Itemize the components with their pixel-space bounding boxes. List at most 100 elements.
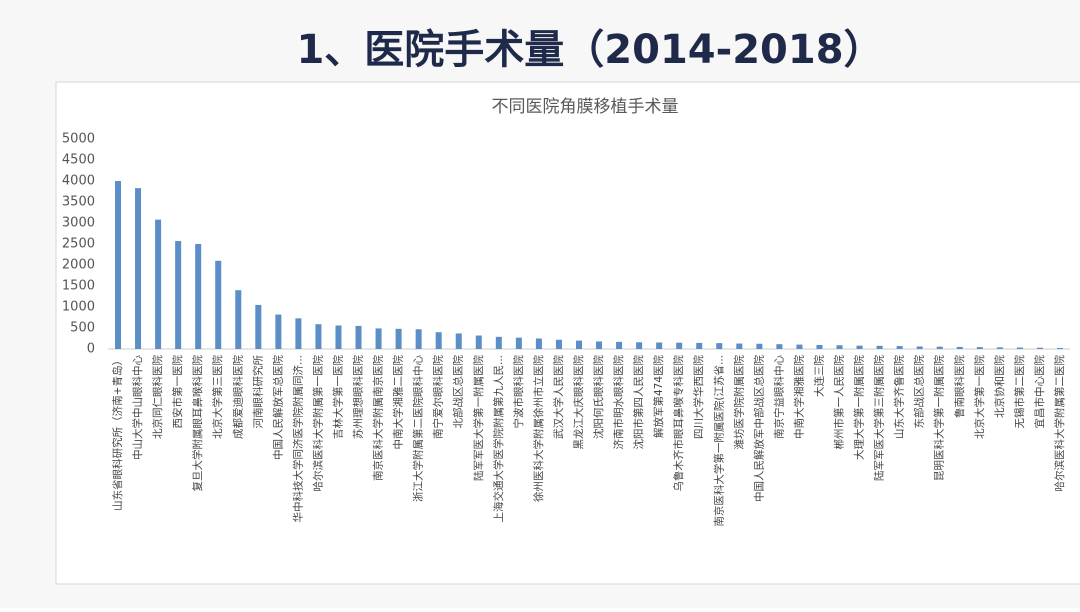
x-tick-label: 山东省眼科研究所（济南+青岛） [111, 355, 124, 511]
bar [315, 324, 322, 349]
bar [135, 188, 142, 349]
x-tick-label: 华中科技大学同济医学院附属同济... [291, 355, 304, 523]
y-tick-label: 1000 [62, 300, 95, 315]
bar [1056, 347, 1063, 349]
bar [475, 335, 482, 349]
x-tick-label: 北京协和医院 [993, 355, 1006, 418]
y-tick-label: 1500 [62, 279, 95, 294]
bar [495, 336, 502, 349]
bar [876, 345, 883, 349]
x-tick-label: 东部战区总医院 [913, 355, 926, 429]
bar [1036, 347, 1043, 349]
chart-frame [55, 81, 1080, 585]
x-tick-label: 无锡市第二医院 [1013, 355, 1026, 429]
x-tick-label: 中国人民解放军中部战区总医院 [752, 355, 765, 502]
x-tick-label: 沈阳市第四人民医院 [632, 355, 645, 450]
x-tick-label: 大连三院 [812, 355, 825, 397]
bar [255, 304, 262, 349]
x-tick-label: 西安市第一医院 [171, 355, 184, 429]
bar [736, 343, 743, 349]
bar [976, 347, 983, 349]
x-tick-label: 复旦大学附属眼耳鼻喉科医院 [191, 355, 204, 492]
y-tick-label: 4000 [62, 174, 95, 189]
bar [535, 338, 542, 349]
bar [175, 241, 182, 349]
x-tick-label: 哈尔滨医科大学附属第一医院 [311, 355, 324, 492]
bar [836, 345, 843, 349]
y-tick-label: 500 [70, 321, 95, 336]
bar [115, 181, 122, 349]
bar [155, 219, 162, 349]
x-tick-label: 郴州市第一人民医院 [833, 355, 846, 450]
x-tick-label: 河南眼科研究所 [251, 355, 264, 429]
x-tick-label: 大理大学第一附属医院 [853, 355, 866, 460]
x-tick-label: 吉林大学第一医院 [331, 355, 344, 439]
bar [796, 344, 803, 349]
x-tick-label: 武汉大学人民医院 [552, 355, 565, 439]
x-tick-label: 沈阳何氏眼科医院 [592, 355, 605, 439]
y-tick-label: 2000 [62, 258, 95, 273]
bar [355, 325, 362, 349]
bar [215, 260, 222, 349]
bar [596, 341, 603, 349]
bar [575, 340, 582, 349]
bar [956, 346, 963, 349]
x-tick-label: 潍坊医学院附属医院 [732, 355, 745, 450]
bar [696, 342, 703, 349]
bar [195, 244, 202, 349]
x-tick-label: 陆军军医大学第一附属医院 [472, 355, 485, 481]
bar [1016, 347, 1023, 349]
bar [515, 337, 522, 349]
x-tick-label: 黑龙江大庆眼科医院 [572, 355, 585, 450]
bar [435, 332, 442, 349]
bar [235, 290, 242, 349]
bar [896, 346, 903, 349]
x-tick-label: 北京大学第三医院 [211, 355, 224, 439]
x-tick-label: 南宁爱尔眼科医院 [432, 355, 445, 439]
x-tick-label: 中国人民解放军总医院 [271, 355, 284, 460]
x-tick-label: 浙江大学附属第二医院眼科中心 [412, 355, 425, 502]
x-tick-label: 乌鲁木齐市眼耳鼻喉专科医院 [672, 355, 685, 492]
x-tick-label: 北部战区总医院 [452, 355, 465, 429]
bar [776, 344, 783, 349]
bar [375, 328, 382, 349]
x-tick-label: 济南市明水眼科医院 [612, 355, 625, 450]
y-tick-label: 3000 [62, 216, 95, 231]
x-tick-label: 四川大学华西医院 [692, 355, 705, 439]
bar [816, 345, 823, 349]
bar [555, 339, 562, 349]
x-tick-label: 中南大学湘雅二医院 [392, 355, 405, 450]
x-tick-label: 南京医科大学第一附属医院(江苏省... [712, 355, 725, 527]
bar [996, 347, 1003, 349]
x-tick-label: 中南大学湘雅医院 [792, 355, 805, 439]
x-tick-label: 陆军军医大学第三附属医院 [873, 355, 886, 481]
y-tick-label: 5000 [62, 132, 95, 147]
bar [716, 343, 723, 349]
x-tick-label: 鲁南眼科医院 [953, 355, 966, 418]
y-tick-label: 0 [87, 342, 95, 357]
y-tick-label: 2500 [62, 237, 95, 252]
x-tick-label: 宜昌市中心医院 [1033, 355, 1046, 429]
x-tick-label: 北京大学第一医院 [973, 355, 986, 439]
x-tick-label: 上海交通大学医学院附属第九人民... [492, 355, 505, 523]
bar [636, 342, 643, 349]
x-tick-label: 成都爱迪眼科医院 [231, 355, 244, 439]
bar [656, 342, 663, 349]
x-tick-label: 苏州理想眼科医院 [352, 355, 365, 439]
bar [295, 318, 302, 349]
bar [616, 341, 623, 349]
y-tick-label: 3500 [62, 195, 95, 210]
x-tick-label: 昆明医科大学第一附属医院 [933, 355, 946, 481]
bar [275, 314, 282, 349]
chart-title: 不同医院角膜移植手术量 [492, 97, 679, 117]
bar [916, 346, 923, 349]
x-tick-label: 解放军第474医院 [652, 355, 665, 439]
y-tick-label: 4500 [62, 153, 95, 168]
bar [335, 325, 342, 349]
bar [415, 329, 422, 349]
bar [856, 345, 863, 349]
slide-title: 1、医院手术量（2014-2018） [296, 27, 883, 73]
x-tick-label: 南京医科大学附属南京医院 [372, 355, 385, 481]
x-tick-label: 南京宁益眼科中心 [772, 355, 785, 439]
x-tick-label: 中山大学中山眼科中心 [131, 355, 144, 460]
